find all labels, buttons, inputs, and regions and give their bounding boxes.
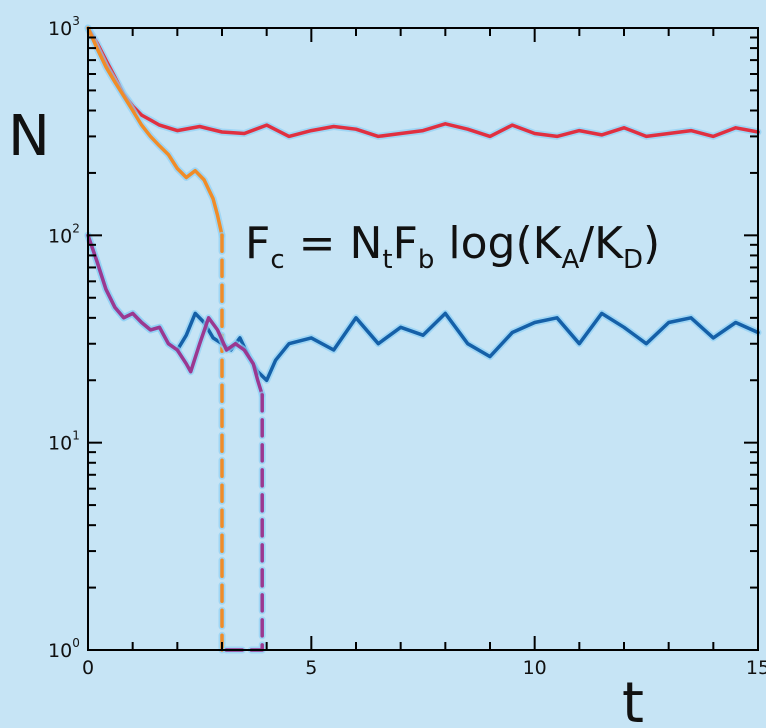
formula-close: ) — [643, 218, 660, 269]
formula-K-A: K — [533, 218, 563, 269]
formula-slash: / — [579, 218, 594, 269]
formula-sub-t: t — [382, 245, 392, 275]
formula-sub-c: c — [270, 245, 284, 275]
formula-sub-A: A — [562, 245, 580, 275]
x-tick-label: 10 — [523, 657, 547, 679]
y-tick-label: 101 — [48, 429, 80, 455]
series-1-line — [86, 26, 224, 238]
formula-sub-b: b — [418, 245, 435, 275]
y-tick-label: 103 — [48, 14, 80, 40]
x-axis-title: t — [622, 671, 644, 724]
formula-F: F — [245, 218, 270, 269]
formula-K-D: K — [594, 218, 624, 269]
series-0-line — [86, 26, 760, 139]
y-tick-label: 100 — [48, 636, 80, 662]
label-layer: 0 5 10 15 100 101 102 103 — [48, 14, 766, 679]
x-tick-label: 5 — [305, 657, 317, 679]
formula-N: N — [349, 218, 382, 269]
x-tick-label: 0 — [82, 657, 94, 679]
formula-F-b: F — [393, 218, 418, 269]
y-axis-title: N — [8, 104, 50, 169]
formula-annotation: Fc = NtFb log(KA/KD) — [245, 218, 660, 275]
series-layer — [84, 24, 762, 654]
y-tick-label: 102 — [48, 221, 80, 247]
series-4-line — [86, 233, 264, 397]
formula-sub-D: D — [623, 245, 643, 275]
formula-equals: = — [285, 218, 350, 269]
tick-layer — [87, 28, 759, 651]
plot-frame — [87, 27, 759, 651]
x-tick-label: 15 — [746, 657, 766, 679]
formula-log: log( — [434, 218, 532, 269]
series-5-line — [218, 393, 264, 652]
